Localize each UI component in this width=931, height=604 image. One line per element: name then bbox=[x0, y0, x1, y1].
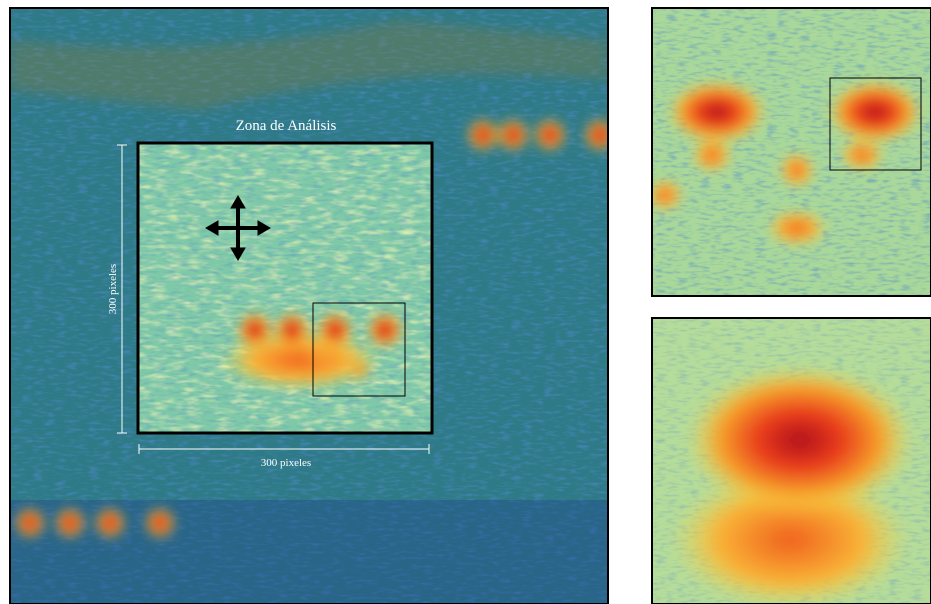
width-label: 300 pixeles bbox=[261, 457, 311, 469]
zoom-heatmap bbox=[647, 8, 931, 296]
height-label: 300 pixeles bbox=[107, 264, 119, 314]
detail-heatmap bbox=[652, 318, 931, 604]
figure: Zona de Análisis 300 pixeles 300 pixeles bbox=[0, 0, 931, 604]
zone-title: Zona de Análisis bbox=[236, 118, 337, 134]
